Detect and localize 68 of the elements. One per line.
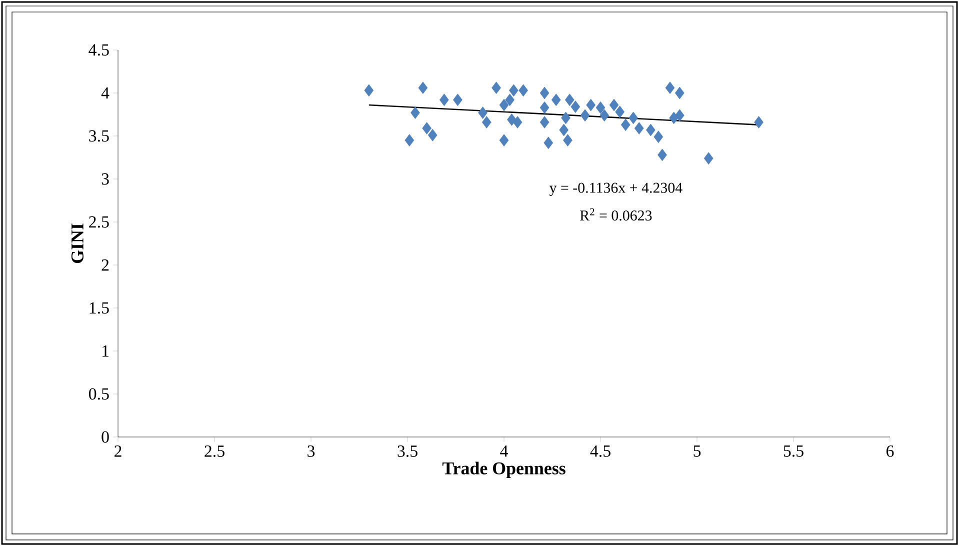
point [505, 94, 514, 106]
point [422, 122, 432, 134]
x-tick-label: 2 [114, 445, 122, 457]
x-tick-label: 6 [886, 445, 894, 457]
y-tick-label: 2 [102, 259, 109, 271]
point [544, 136, 554, 150]
point [596, 101, 606, 114]
x-tick-label: 5 [694, 445, 701, 457]
point [482, 116, 492, 128]
point [404, 134, 414, 146]
annotation: y = -0.1136x + 4.2304 [549, 182, 682, 196]
x-tick-label: 5.5 [784, 445, 804, 457]
point [620, 118, 630, 131]
point [551, 94, 561, 106]
point [628, 112, 638, 124]
point [410, 106, 420, 119]
y-tick-label: 3.5 [89, 130, 109, 142]
point [559, 124, 569, 136]
point [665, 82, 675, 94]
point [646, 124, 656, 136]
y-tick-label: 1.5 [90, 302, 109, 314]
point [540, 86, 550, 100]
point [564, 94, 574, 106]
point [563, 134, 572, 146]
x-tick-label: 3.5 [398, 445, 418, 457]
point [478, 106, 488, 119]
point [439, 94, 449, 106]
point [508, 84, 518, 97]
point [540, 116, 550, 128]
y-tick-label: 3 [102, 173, 109, 185]
point [540, 101, 550, 114]
point [492, 82, 501, 94]
y-axis-title: GINI [71, 224, 84, 264]
annotation: R$^{2}$ = 0.0623 [580, 208, 652, 221]
y-tick-label: 2.5 [89, 216, 109, 228]
point [654, 130, 664, 144]
point [499, 134, 509, 146]
point [634, 122, 644, 134]
point [658, 148, 667, 162]
point [754, 116, 764, 128]
x-tick-label: 4 [500, 445, 508, 457]
y-tick-label: 0.5 [88, 388, 109, 400]
x-tick-label: 3 [308, 445, 315, 457]
y-tick-label: 4 [101, 87, 110, 99]
point [507, 113, 516, 126]
point [453, 94, 462, 106]
point [674, 86, 684, 100]
x-tick-label: 4.5 [590, 445, 610, 457]
point [561, 112, 570, 124]
point [570, 100, 580, 113]
point [518, 84, 528, 97]
point [428, 128, 438, 142]
point [609, 98, 619, 112]
y-tick-label: 0 [102, 431, 109, 443]
x-axis-title: Trade Openness [442, 462, 566, 478]
y-tick-label: 1 [102, 345, 108, 357]
point [364, 84, 374, 97]
x-tick-label: 2.5 [204, 445, 224, 457]
y-tick-label: 4.5 [88, 44, 109, 56]
point [600, 109, 610, 122]
point [586, 98, 596, 112]
point [418, 82, 428, 94]
point [615, 106, 624, 118]
point [499, 98, 509, 112]
point [512, 116, 522, 128]
point [704, 152, 714, 165]
point [674, 109, 684, 122]
point [580, 109, 590, 122]
